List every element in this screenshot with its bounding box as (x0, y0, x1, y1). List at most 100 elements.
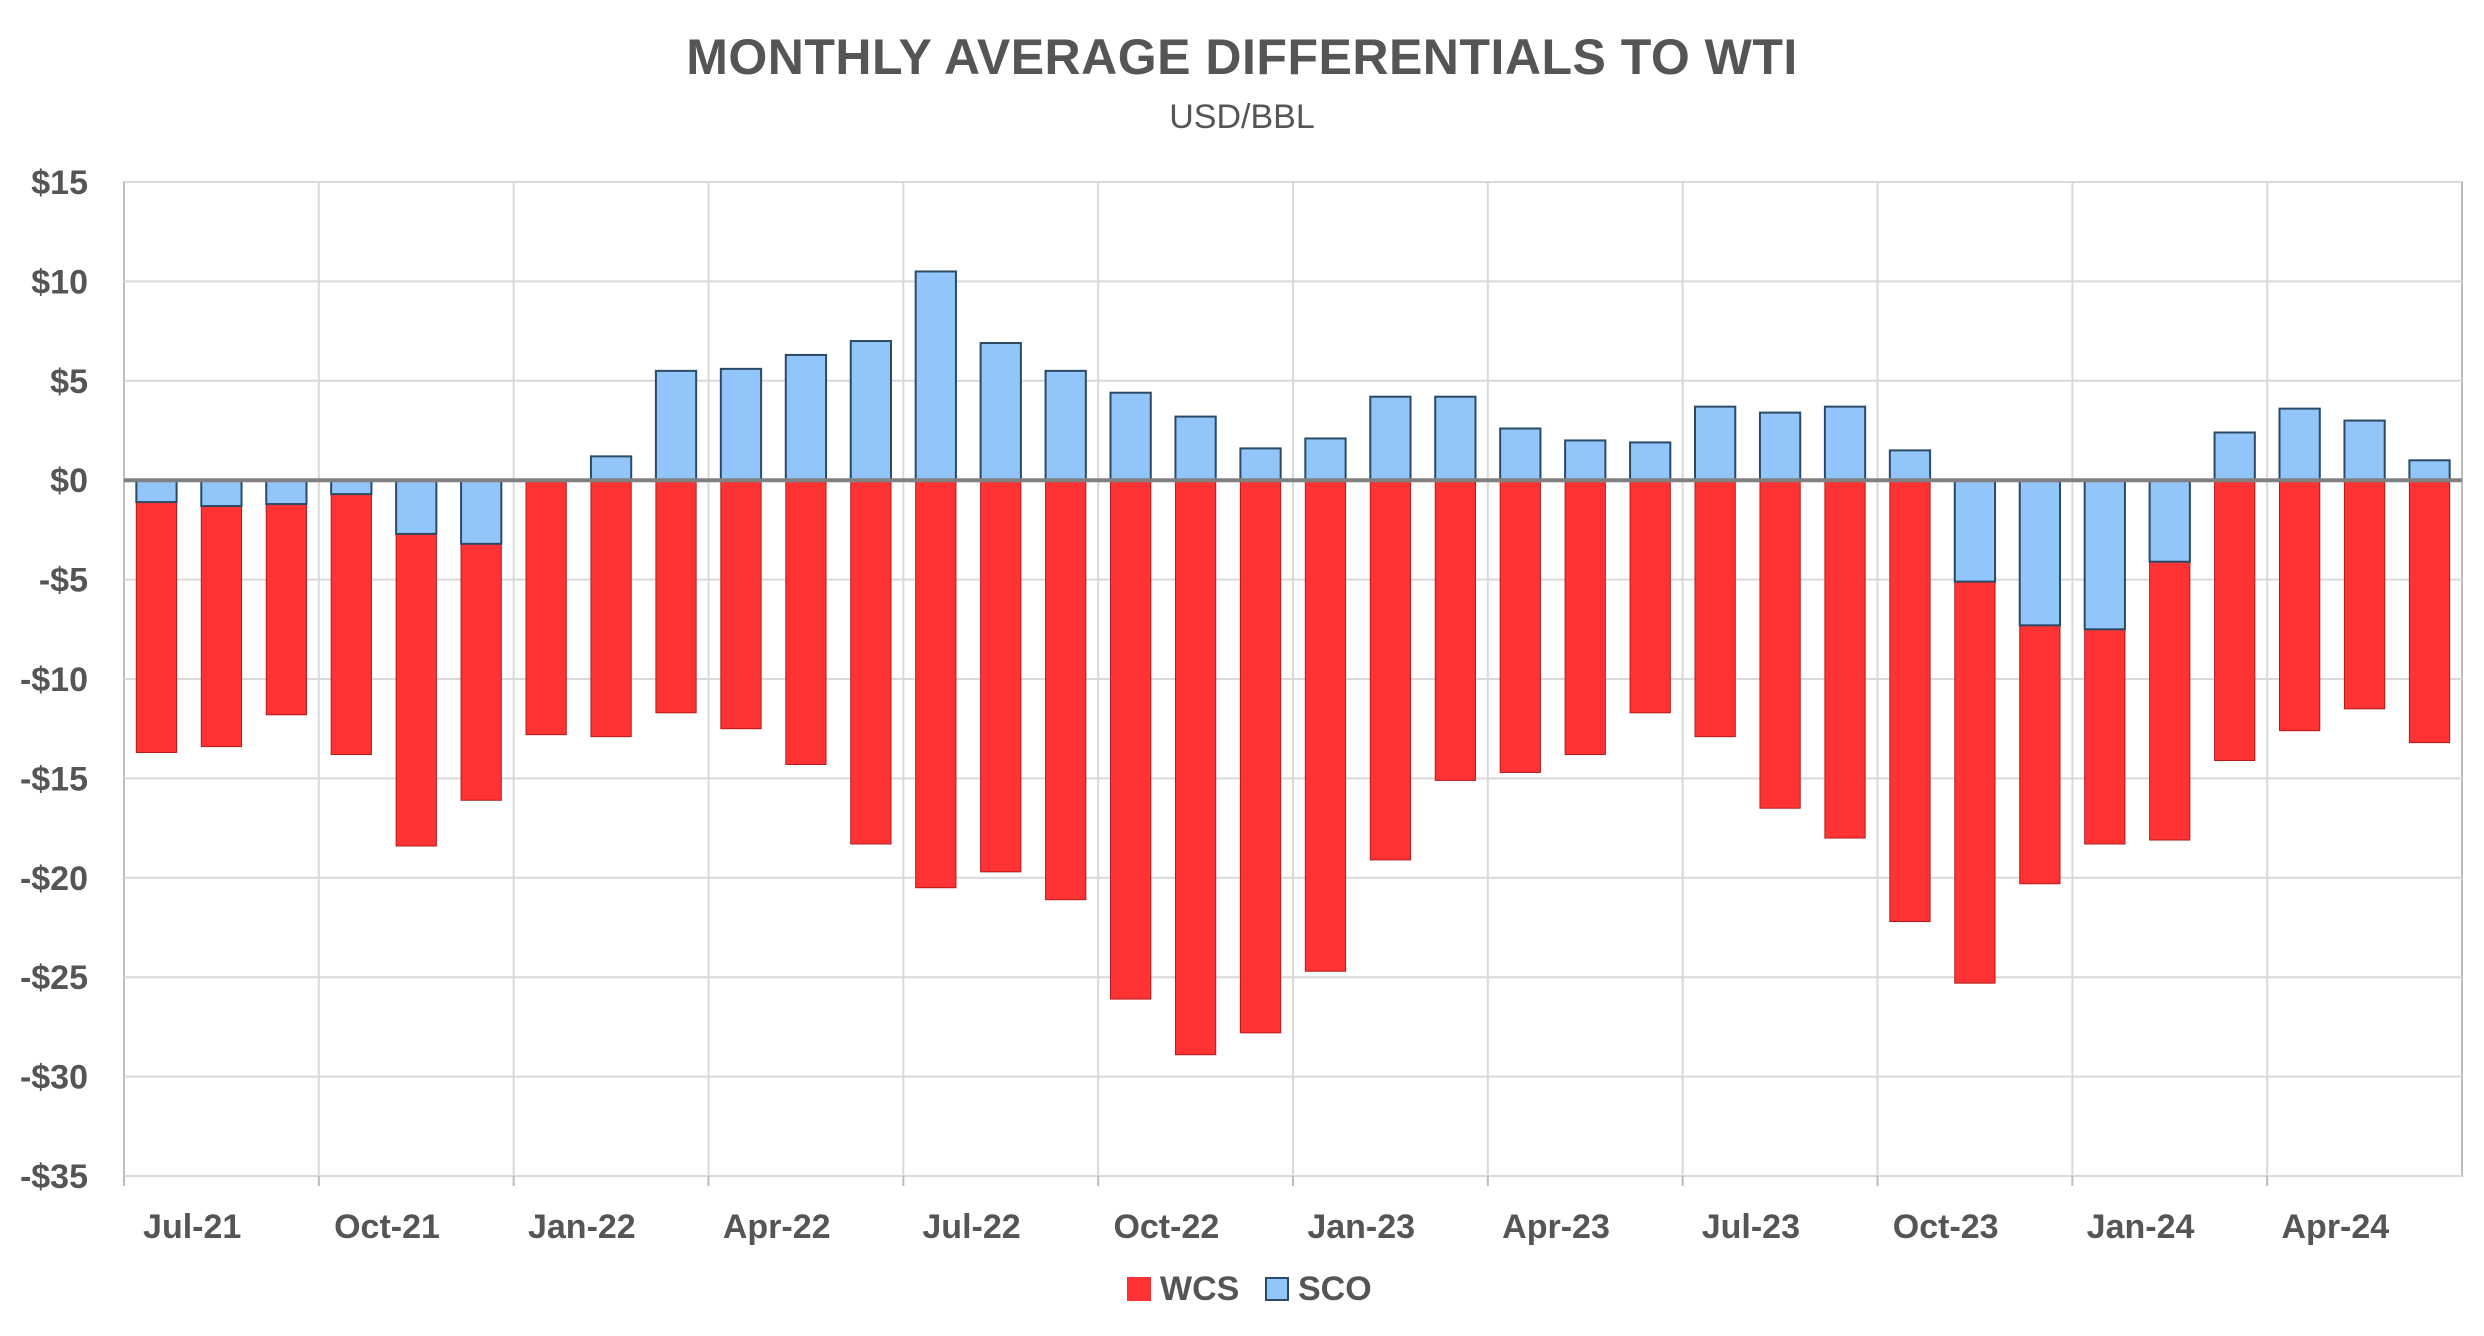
sco-bar (2343, 419, 2386, 482)
x-tick-label: Jul-21 (143, 1208, 241, 1246)
sco-bar (1888, 449, 1932, 482)
x-tick-label: Oct-22 (1113, 1208, 1219, 1246)
sco-bar (1629, 441, 1672, 482)
sco-bar (1694, 405, 1737, 482)
axes: $15 $10 $5 $0 -$5 -$10 -$15 -$20 -$25 -$30 -$35 Jul… (20, 164, 2462, 1246)
x-tick-label: Jul-23 (1702, 1208, 1800, 1246)
y-tick-label: -$35 (20, 1158, 88, 1196)
sco-bar (2213, 431, 2256, 482)
y-tick-label: -$5 (39, 562, 88, 600)
legend-label-wcs: WCS (1160, 1270, 1239, 1308)
y-tick-label: -$10 (20, 661, 88, 699)
sco-bar (200, 479, 243, 508)
wcs-bar (1889, 479, 1931, 923)
gridlines (123, 181, 2463, 1177)
sco-bar (2408, 459, 2451, 482)
sco-bar (1044, 369, 1087, 482)
sco-bar (2148, 479, 2191, 563)
sco-bar (2278, 407, 2321, 482)
sco-bar (654, 369, 698, 482)
wcs-bar (1110, 479, 1152, 1000)
legend: WCS SCO (1127, 1270, 1372, 1308)
sco-bar (1239, 447, 1282, 482)
x-tick-label: Oct-23 (1893, 1208, 1999, 1246)
wcs-bar (2279, 479, 2321, 732)
wcs-bar (2214, 479, 2256, 762)
wcs-bar (135, 479, 178, 754)
sco-bar (265, 479, 308, 506)
sco-bar (1499, 427, 1542, 482)
sco-bar (914, 270, 957, 482)
wcs-bar (1824, 479, 1866, 839)
x-tick-label: Oct-21 (334, 1208, 440, 1246)
sco-bar (1564, 439, 1607, 482)
wcs-bar (720, 479, 762, 730)
wcs-bar (590, 479, 632, 738)
chart-title: MONTHLY AVERAGE DIFFERENTIALS TO WTI (686, 29, 1798, 85)
wcs-bar (1434, 479, 1476, 781)
wcs-bar (655, 479, 697, 714)
wcs-bar (1369, 479, 1412, 861)
sco-bar (135, 479, 178, 504)
y-tick-label: -$20 (20, 860, 88, 898)
wcs-bar (1304, 479, 1347, 972)
x-tick-label: Jul-22 (922, 1208, 1020, 1246)
sco-bar (979, 342, 1022, 482)
wcs-bar (2343, 479, 2386, 710)
x-tick-label: Apr-24 (2282, 1208, 2390, 1246)
sco-bar (1434, 395, 1477, 482)
wcs-bar (1694, 479, 1736, 738)
sco-bar (719, 367, 763, 482)
sco-bar (1758, 411, 1802, 482)
sco-bar (1174, 415, 1217, 482)
sco-bar (460, 479, 503, 545)
y-tick-label: $0 (50, 462, 88, 500)
x-tick-label: Apr-23 (1502, 1208, 1610, 1246)
chart-subtitle: USD/BBL (1169, 98, 1315, 136)
sco-bar (589, 455, 633, 482)
y-tick-label: -$15 (20, 760, 88, 798)
sco-bar (849, 340, 892, 482)
wcs-bar (265, 479, 307, 716)
wcs-bar (525, 479, 567, 736)
wcs-bar (1239, 479, 1282, 1034)
wcs-bar (850, 479, 892, 845)
wcs-bar (785, 479, 827, 765)
y-tick-label: -$30 (20, 1059, 88, 1097)
sco-bar (784, 353, 828, 482)
wcs-bar (1564, 479, 1606, 756)
y-tick-label: $15 (31, 164, 88, 202)
legend-swatch-sco (1265, 1277, 1289, 1301)
x-tick-label: Jan-24 (2087, 1208, 2195, 1246)
sco-bar (1304, 437, 1347, 482)
sco-bar (1823, 405, 1867, 482)
wcs-bar (200, 479, 243, 748)
wcs-bar (1045, 479, 1087, 901)
wcs-bar (1629, 479, 1671, 714)
x-tick-label: Jan-23 (1307, 1208, 1415, 1246)
sco-bar (2083, 479, 2126, 631)
legend-swatch-wcs (1127, 1277, 1151, 1301)
wcs-bar (1759, 479, 1801, 809)
sco-bar (1953, 479, 1997, 583)
y-tick-label: $10 (31, 263, 88, 301)
sco-bar (395, 479, 438, 535)
wcs-bar (330, 479, 372, 756)
y-tick-label: $5 (50, 363, 88, 401)
legend-label-sco: SCO (1298, 1270, 1372, 1308)
y-tick-label: -$25 (20, 959, 88, 997)
x-tick-label: Jan-22 (528, 1208, 636, 1246)
wcs-bar (1174, 479, 1217, 1056)
wcs-bar (1499, 479, 1541, 773)
wcs-bar (395, 479, 437, 847)
wcs-bar (2408, 479, 2451, 744)
sco-bar (1369, 395, 1412, 482)
sco-bar (1109, 391, 1152, 482)
sco-bar (330, 479, 373, 496)
sco-bar (2018, 479, 2061, 627)
x-tick-label: Apr-22 (723, 1208, 831, 1246)
bars (135, 270, 2451, 1056)
wcs-bar (980, 479, 1022, 873)
wcs-bar (915, 479, 957, 889)
